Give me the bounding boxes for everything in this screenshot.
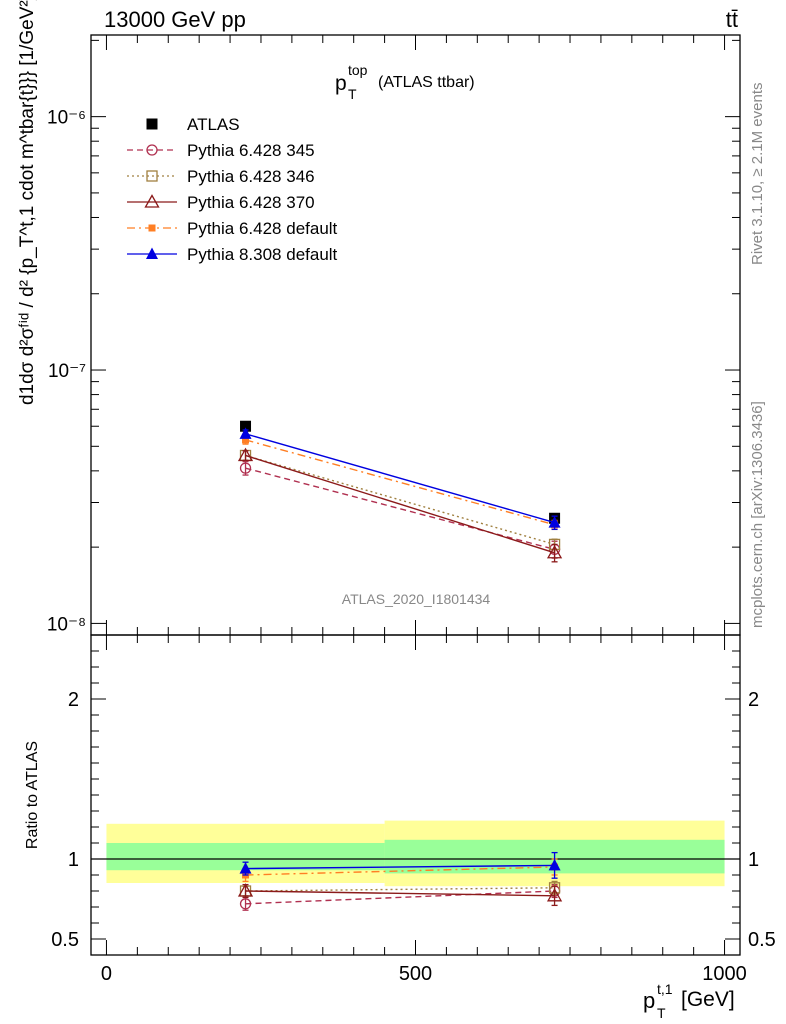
ratio-y-tick-label-right: 2	[748, 689, 759, 711]
main-point-p370	[237, 447, 254, 462]
ratio-line-p346	[245, 887, 555, 892]
mcplots-label: mcplots.cern.ch [arXiv:1306.3436]	[749, 401, 766, 628]
legend-marker-p6def	[148, 224, 156, 232]
xlabel-subscript: T	[657, 1005, 666, 1021]
main-line-p6def	[245, 439, 555, 526]
x-tick-label: 500	[399, 963, 432, 985]
legend-label-p345: Pythia 6.428 345	[187, 141, 315, 160]
x-axis-label: p t,1 T [GeV]	[643, 981, 735, 1021]
title-superscript: top	[348, 62, 368, 78]
ratio-line-p345	[245, 890, 555, 905]
ratio-y-tick-label: 1	[68, 849, 79, 871]
title-subscript: T	[348, 86, 357, 102]
title-main-symbol: p	[335, 72, 347, 95]
ratio-line-p6def	[245, 866, 555, 876]
ratio-point-p370	[237, 883, 254, 897]
legend: ATLAS Pythia 6.428 345 Pythia 6.428 346 Pyt…	[127, 115, 338, 264]
main-point-p370	[546, 544, 563, 559]
header-process-label: tt̄	[726, 7, 738, 32]
main-line-p345	[245, 467, 555, 551]
legend-marker-p8def	[146, 247, 158, 259]
main-point-atlas	[240, 420, 252, 432]
ratio-y-tick-label: 2	[68, 689, 79, 711]
ratio-y-tick-label-right: 0.5	[748, 929, 776, 951]
ratio-y-axis-label: Ratio to ATLAS	[24, 741, 41, 849]
legend-marker-p370	[144, 194, 160, 208]
main-y-tick-label: 10⁻⁸	[47, 614, 86, 635]
xlabel-main-symbol: p	[643, 988, 655, 1013]
legend-label-p8def: Pythia 8.308 default	[187, 245, 338, 264]
x-tick-label: 1000	[702, 963, 747, 985]
main-line-p8def	[245, 433, 555, 524]
main-point-p345	[239, 462, 252, 474]
legend-marker-p345	[146, 144, 158, 156]
main-point-p6def	[242, 436, 250, 444]
ratio-y-tick-label-right: 1	[748, 849, 759, 871]
analysis-id-label: ATLAS_2020_I1801434	[342, 591, 491, 607]
legend-marker-atlas	[146, 118, 158, 130]
rivet-version-label: Rivet 3.1.10, ≥ 2.1M events	[749, 83, 766, 266]
legend-label-p6def: Pythia 6.428 default	[187, 219, 338, 238]
main-plot-title: p top T (ATLAS ttbar)	[335, 62, 475, 102]
header-energy-label: 13000 GeV pp	[104, 7, 246, 32]
main-panel: 10⁻⁶ 10⁻⁷ 10⁻⁸	[47, 34, 741, 636]
main-line-p370	[245, 454, 555, 554]
ratio-frame	[90, 634, 741, 956]
legend-label-p370: Pythia 6.428 370	[187, 193, 315, 212]
legend-label-p346: Pythia 6.428 346	[187, 167, 315, 186]
main-point-p8def	[548, 516, 561, 528]
title-rest: (ATLAS ttbar)	[378, 74, 475, 91]
xlabel-rest: [GeV]	[681, 988, 735, 1011]
ratio-line-p8def	[245, 864, 555, 870]
main-y-axis-label: d1dσ d²σᶠⁱᵈ / d² {p_T^t,1 cdot m^tbar{t}…	[17, 0, 38, 405]
ratio-point-p8def	[548, 858, 561, 871]
ratio-y-tick-label: 0.5	[51, 929, 79, 951]
ratio-point-p8def	[239, 862, 252, 874]
main-line-p346	[245, 454, 555, 546]
xlabel-superscript: t,1	[657, 981, 673, 997]
legend-label-atlas: ATLAS	[187, 115, 240, 134]
main-y-tick-label: 10⁻⁶	[47, 108, 86, 129]
ratio-point-p345	[239, 898, 252, 910]
ratio-line-p370	[245, 890, 555, 897]
main-y-tick-label: 10⁻⁷	[48, 361, 86, 382]
ratio-point-p370	[546, 887, 563, 902]
x-tick-label: 0	[101, 963, 112, 985]
main-point-p8def	[239, 427, 252, 439]
legend-marker-p346	[146, 170, 158, 182]
